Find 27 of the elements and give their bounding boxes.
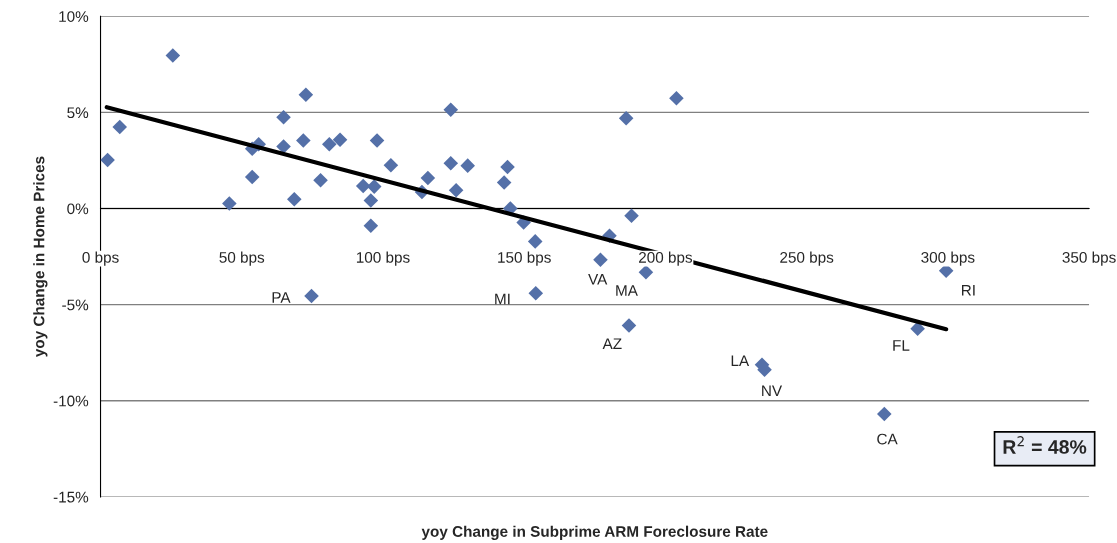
y-tick-label: 10% — [59, 11, 89, 22]
annotation: MA — [616, 285, 638, 296]
annotation: MI — [495, 293, 510, 305]
y-tick-label: -15% — [53, 491, 89, 503]
annotation: R$^{2}$ = 48% — [1003, 436, 1087, 454]
x-tick-label: 50 bps — [219, 251, 265, 266]
x-tick-label: 250 bps — [780, 251, 834, 266]
y-tick-label: -10% — [53, 395, 89, 407]
y-tick-label: -5% — [62, 299, 89, 311]
annotation: AZ — [602, 338, 622, 349]
x-tick-label: 350 bps — [1062, 251, 1116, 266]
annotation: RI — [962, 285, 975, 296]
annotation: LA — [731, 355, 750, 366]
y-tick-label: 5% — [67, 107, 89, 119]
x-tick-label: 200 bps — [639, 251, 693, 266]
annotation: CA — [877, 433, 898, 445]
annotation: PA — [272, 292, 291, 303]
annotation: FL — [893, 340, 910, 351]
x-tick-label: 100 bps — [356, 251, 410, 266]
annotation: VA — [588, 274, 608, 285]
x-axis-title: yoy Change in Subprime ARM Foreclosure Rate — [421, 525, 768, 540]
x-tick-label: 300 bps — [921, 251, 975, 266]
y-axis-title: yoy Change in Home Prices — [33, 156, 48, 358]
annotation: NV — [762, 385, 783, 396]
y-tick-label: 0% — [67, 203, 89, 215]
x-tick-label: 150 bps — [498, 251, 551, 266]
x-tick-label: 0 bps — [82, 251, 119, 266]
